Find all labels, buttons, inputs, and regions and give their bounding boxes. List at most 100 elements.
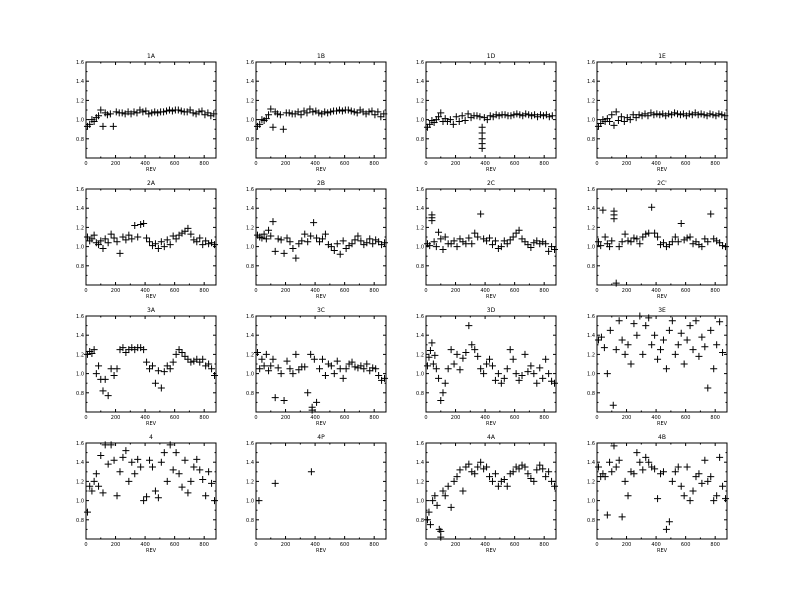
data-point bbox=[292, 350, 300, 358]
data-point bbox=[645, 458, 653, 466]
data-point bbox=[140, 220, 148, 228]
data-point bbox=[521, 350, 529, 358]
data-point bbox=[363, 239, 371, 247]
data-point bbox=[99, 122, 107, 130]
x-axis-label: REV bbox=[316, 421, 327, 427]
data-point bbox=[178, 348, 186, 356]
data-point bbox=[165, 106, 173, 114]
data-point bbox=[97, 451, 105, 459]
data-point bbox=[707, 210, 715, 218]
data-point bbox=[131, 346, 139, 354]
data-point bbox=[262, 350, 270, 358]
data-point bbox=[294, 108, 302, 116]
data-point bbox=[181, 227, 189, 235]
data-point bbox=[274, 364, 282, 372]
data-point bbox=[488, 241, 496, 249]
x-tick-label: 0 bbox=[595, 288, 598, 294]
x-tick-label: 0 bbox=[424, 542, 427, 548]
data-point bbox=[333, 357, 341, 365]
data-point bbox=[462, 348, 470, 356]
data-point bbox=[175, 231, 183, 239]
data-point bbox=[253, 348, 261, 356]
x-tick-label: 200 bbox=[111, 288, 121, 294]
plot-frame bbox=[425, 61, 557, 159]
data-point bbox=[599, 206, 607, 214]
data-point bbox=[519, 112, 527, 120]
data-point bbox=[495, 112, 503, 120]
plot-frame bbox=[255, 188, 387, 286]
data-point bbox=[709, 111, 717, 119]
x-tick-label: 0 bbox=[84, 288, 87, 294]
x-tick-label: 0 bbox=[84, 415, 87, 421]
x-tick-label: 600 bbox=[681, 415, 691, 421]
data-point bbox=[351, 363, 359, 371]
data-point bbox=[104, 239, 112, 247]
data-point bbox=[641, 110, 649, 118]
x-tick-label: 800 bbox=[199, 542, 209, 548]
panel-title: 4 bbox=[149, 434, 153, 441]
x-tick-label: 0 bbox=[254, 161, 257, 167]
data-point bbox=[196, 358, 204, 366]
data-point bbox=[536, 461, 544, 469]
data-point bbox=[507, 112, 515, 120]
y-tick-label: 1.2 bbox=[76, 479, 84, 485]
data-point bbox=[119, 453, 127, 461]
data-point bbox=[435, 374, 443, 382]
plot-frame bbox=[255, 442, 387, 540]
data-point bbox=[512, 370, 520, 378]
data-point bbox=[169, 466, 177, 474]
data-point bbox=[455, 118, 463, 126]
data-point bbox=[621, 477, 629, 485]
data-point bbox=[190, 357, 198, 365]
data-point bbox=[618, 238, 626, 246]
data-point bbox=[453, 243, 461, 251]
data-point bbox=[90, 477, 98, 485]
plot-frame bbox=[596, 188, 728, 286]
panel-title: 4P bbox=[317, 434, 325, 441]
data-point bbox=[462, 240, 470, 248]
data-point bbox=[429, 360, 437, 368]
x-tick-label: 400 bbox=[140, 542, 150, 548]
y-tick-label: 0.8 bbox=[246, 264, 254, 270]
data-point bbox=[601, 473, 609, 481]
data-point bbox=[125, 477, 133, 485]
data-point bbox=[269, 123, 277, 131]
y-tick-label: 0.8 bbox=[416, 391, 424, 397]
data-point bbox=[267, 105, 275, 113]
data-point bbox=[447, 346, 455, 354]
data-point bbox=[551, 379, 559, 387]
data-point bbox=[594, 336, 602, 344]
data-point bbox=[459, 487, 467, 495]
data-point bbox=[630, 320, 638, 328]
y-tick-label: 1.6 bbox=[587, 187, 595, 193]
panel-title: 1E bbox=[658, 53, 666, 60]
data-point bbox=[280, 249, 288, 257]
data-point bbox=[525, 111, 533, 119]
data-point bbox=[148, 463, 156, 471]
data-point bbox=[193, 455, 201, 463]
data-point bbox=[718, 111, 726, 119]
data-point bbox=[184, 355, 192, 363]
x-tick-label: 200 bbox=[111, 161, 121, 167]
data-point bbox=[137, 221, 145, 229]
y-tick-label: 1.6 bbox=[76, 60, 84, 66]
data-point bbox=[107, 365, 115, 373]
x-tick-label: 0 bbox=[424, 161, 427, 167]
data-point bbox=[166, 441, 174, 449]
data-point bbox=[166, 241, 174, 249]
data-point bbox=[704, 384, 712, 392]
data-point bbox=[372, 236, 380, 244]
data-point bbox=[480, 465, 488, 473]
data-point bbox=[446, 116, 454, 124]
data-point bbox=[610, 442, 618, 450]
data-point bbox=[426, 521, 434, 529]
data-point bbox=[205, 360, 213, 368]
y-tick-label: 1.0 bbox=[416, 499, 424, 505]
data-point bbox=[145, 110, 153, 118]
data-point bbox=[357, 237, 365, 245]
data-point bbox=[363, 360, 371, 368]
data-point bbox=[694, 111, 702, 119]
data-point bbox=[321, 372, 329, 380]
data-point bbox=[375, 372, 383, 380]
x-tick-label: 800 bbox=[369, 415, 379, 421]
